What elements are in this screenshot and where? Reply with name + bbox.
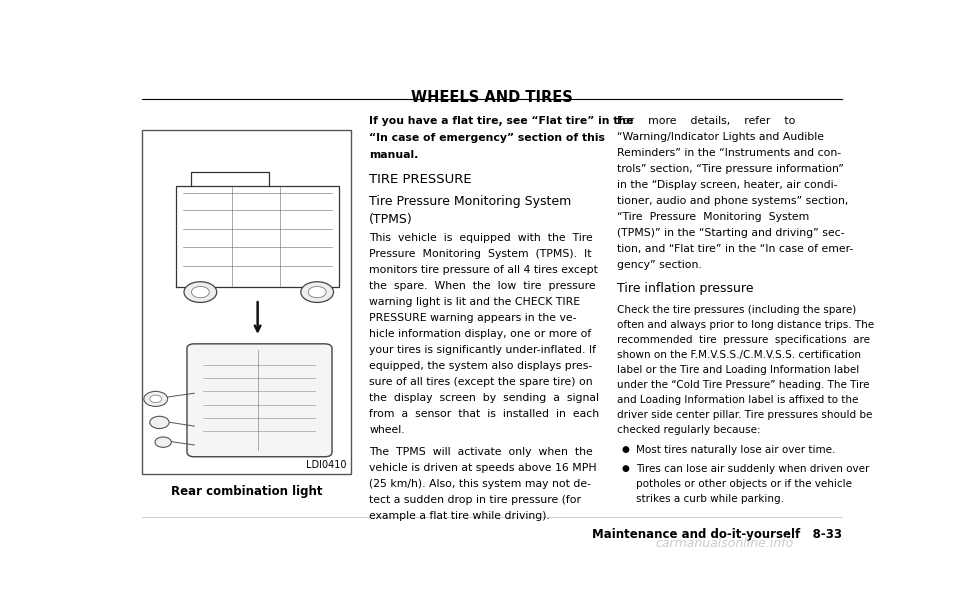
Text: (TPMS)” in the “Starting and driving” sec-: (TPMS)” in the “Starting and driving” se… (617, 228, 845, 238)
Text: Tire Pressure Monitoring System: Tire Pressure Monitoring System (370, 195, 571, 208)
Text: Tires can lose air suddenly when driven over: Tires can lose air suddenly when driven … (636, 464, 870, 474)
Text: the  display  screen  by  sending  a  signal: the display screen by sending a signal (370, 393, 599, 403)
Circle shape (300, 282, 333, 302)
Text: ●: ● (621, 445, 630, 454)
Text: carmanualsonline.info: carmanualsonline.info (656, 537, 794, 550)
Text: from  a  sensor  that  is  installed  in  each: from a sensor that is installed in each (370, 409, 599, 419)
Text: driver side center pillar. Tire pressures should be: driver side center pillar. Tire pressure… (617, 410, 873, 420)
Text: Most tires naturally lose air over time.: Most tires naturally lose air over time. (636, 445, 836, 455)
Text: in the “Display screen, heater, air condi-: in the “Display screen, heater, air cond… (617, 180, 837, 189)
Text: (25 km/h). Also, this system may not de-: (25 km/h). Also, this system may not de- (370, 479, 591, 489)
Text: Tire inflation pressure: Tire inflation pressure (617, 282, 754, 295)
Text: The  TPMS  will  activate  only  when  the: The TPMS will activate only when the (370, 447, 593, 457)
Text: manual.: manual. (370, 150, 419, 161)
Text: and Loading Information label is affixed to the: and Loading Information label is affixed… (617, 395, 858, 405)
Circle shape (155, 437, 171, 447)
Circle shape (144, 392, 168, 406)
Text: sure of all tires (except the spare tire) on: sure of all tires (except the spare tire… (370, 377, 593, 387)
Text: trols” section, “Tire pressure information”: trols” section, “Tire pressure informati… (617, 164, 844, 174)
Text: the  spare.  When  the  low  tire  pressure: the spare. When the low tire pressure (370, 281, 596, 291)
Text: For    more    details,    refer    to: For more details, refer to (617, 115, 796, 126)
Text: “In case of emergency” section of this: “In case of emergency” section of this (370, 133, 605, 143)
Text: “Warning/Indicator Lights and Audible: “Warning/Indicator Lights and Audible (617, 131, 824, 142)
Text: (TPMS): (TPMS) (370, 213, 413, 225)
Text: gency” section.: gency” section. (617, 260, 702, 269)
Text: WHEELS AND TIRES: WHEELS AND TIRES (411, 90, 573, 104)
FancyBboxPatch shape (187, 344, 332, 457)
Text: Maintenance and do-it-yourself   8-33: Maintenance and do-it-yourself 8-33 (591, 528, 842, 541)
Text: hicle information display, one or more of: hicle information display, one or more o… (370, 329, 591, 339)
Text: example a flat tire while driving).: example a flat tire while driving). (370, 511, 550, 521)
Text: potholes or other objects or if the vehicle: potholes or other objects or if the vehi… (636, 479, 852, 489)
Text: Check the tire pressures (including the spare): Check the tire pressures (including the … (617, 305, 856, 315)
Text: equipped, the system also displays pres-: equipped, the system also displays pres- (370, 361, 592, 371)
Text: If you have a flat tire, see “Flat tire” in the: If you have a flat tire, see “Flat tire”… (370, 115, 634, 126)
Circle shape (150, 395, 161, 403)
Text: checked regularly because:: checked regularly because: (617, 425, 760, 435)
Circle shape (191, 287, 209, 298)
Text: Reminders” in the “Instruments and con-: Reminders” in the “Instruments and con- (617, 148, 841, 158)
Text: your tires is significantly under-inflated. If: your tires is significantly under-inflat… (370, 345, 596, 355)
Text: label or the Tire and Loading Information label: label or the Tire and Loading Informatio… (617, 365, 859, 375)
Circle shape (184, 282, 217, 302)
Text: recommended  tire  pressure  specifications  are: recommended tire pressure specifications… (617, 335, 870, 345)
Text: Pressure  Monitoring  System  (TPMS).  It: Pressure Monitoring System (TPMS). It (370, 249, 591, 259)
Text: wheel.: wheel. (370, 425, 405, 435)
Text: “Tire  Pressure  Monitoring  System: “Tire Pressure Monitoring System (617, 211, 809, 222)
Text: tect a sudden drop in tire pressure (for: tect a sudden drop in tire pressure (for (370, 495, 581, 505)
Circle shape (308, 287, 326, 298)
Text: This  vehicle  is  equipped  with  the  Tire: This vehicle is equipped with the Tire (370, 233, 593, 243)
Text: PRESSURE warning appears in the ve-: PRESSURE warning appears in the ve- (370, 313, 577, 323)
Text: ●: ● (621, 464, 630, 473)
Text: often and always prior to long distance trips. The: often and always prior to long distance … (617, 320, 875, 330)
Text: TIRE PRESSURE: TIRE PRESSURE (370, 172, 472, 186)
Text: tioner, audio and phone systems” section,: tioner, audio and phone systems” section… (617, 196, 849, 206)
Circle shape (150, 416, 169, 428)
Text: monitors tire pressure of all 4 tires except: monitors tire pressure of all 4 tires ex… (370, 265, 598, 276)
Text: LDI0410: LDI0410 (306, 461, 347, 470)
FancyBboxPatch shape (142, 130, 350, 474)
Text: strikes a curb while parking.: strikes a curb while parking. (636, 494, 784, 504)
Text: Rear combination light: Rear combination light (171, 485, 323, 497)
Text: under the “Cold Tire Pressure” heading. The Tire: under the “Cold Tire Pressure” heading. … (617, 380, 870, 390)
Text: shown on the F.M.V.S.S./C.M.V.S.S. certification: shown on the F.M.V.S.S./C.M.V.S.S. certi… (617, 350, 861, 360)
Text: tion, and “Flat tire” in the “In case of emer-: tion, and “Flat tire” in the “In case of… (617, 244, 853, 254)
Text: vehicle is driven at speeds above 16 MPH: vehicle is driven at speeds above 16 MPH (370, 463, 597, 473)
Text: warning light is lit and the CHECK TIRE: warning light is lit and the CHECK TIRE (370, 298, 581, 307)
